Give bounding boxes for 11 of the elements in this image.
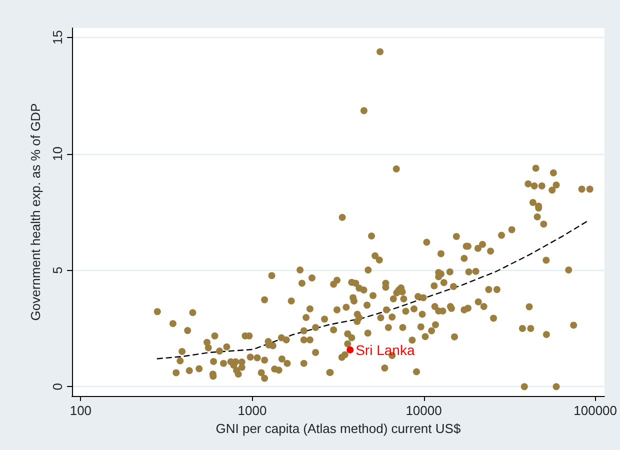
y-tick-label: 15 [50, 30, 65, 45]
series-label: Sri Lanka [356, 342, 415, 358]
x-tick-label: 10000 [406, 403, 442, 418]
y-tick-label: 5 [50, 266, 65, 274]
y-tick-label: 0 [50, 383, 65, 390]
x-axis-title: GNI per capita (Atlas method) current US$ [216, 420, 462, 436]
x-tick-label: 1000 [238, 403, 267, 418]
y-axis-title: Government health exp. as % of GDP [28, 103, 43, 321]
x-tick-label: 100 [70, 403, 92, 418]
y-tick-label: 10 [50, 146, 65, 162]
x-tick-label: 100000 [574, 403, 618, 418]
